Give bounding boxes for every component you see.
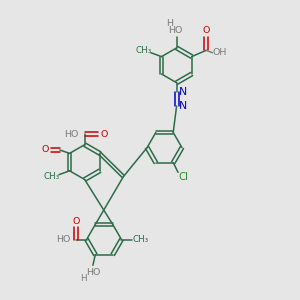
Text: CH₃: CH₃ [133,235,149,244]
Text: O: O [42,146,49,154]
Text: O: O [72,217,80,226]
Text: CH₃: CH₃ [136,46,152,55]
Text: H: H [80,274,86,283]
Text: OH: OH [213,48,227,57]
Text: Cl: Cl [179,172,189,182]
Text: N: N [179,101,188,111]
Text: HO: HO [86,268,100,277]
Text: HO: HO [169,26,183,35]
Text: O: O [100,130,108,139]
Text: N: N [179,87,188,98]
Text: H: H [166,19,173,28]
Text: CH₃: CH₃ [43,172,59,181]
Text: HO: HO [56,235,70,244]
Text: HO: HO [64,130,78,139]
Text: O: O [202,26,210,35]
